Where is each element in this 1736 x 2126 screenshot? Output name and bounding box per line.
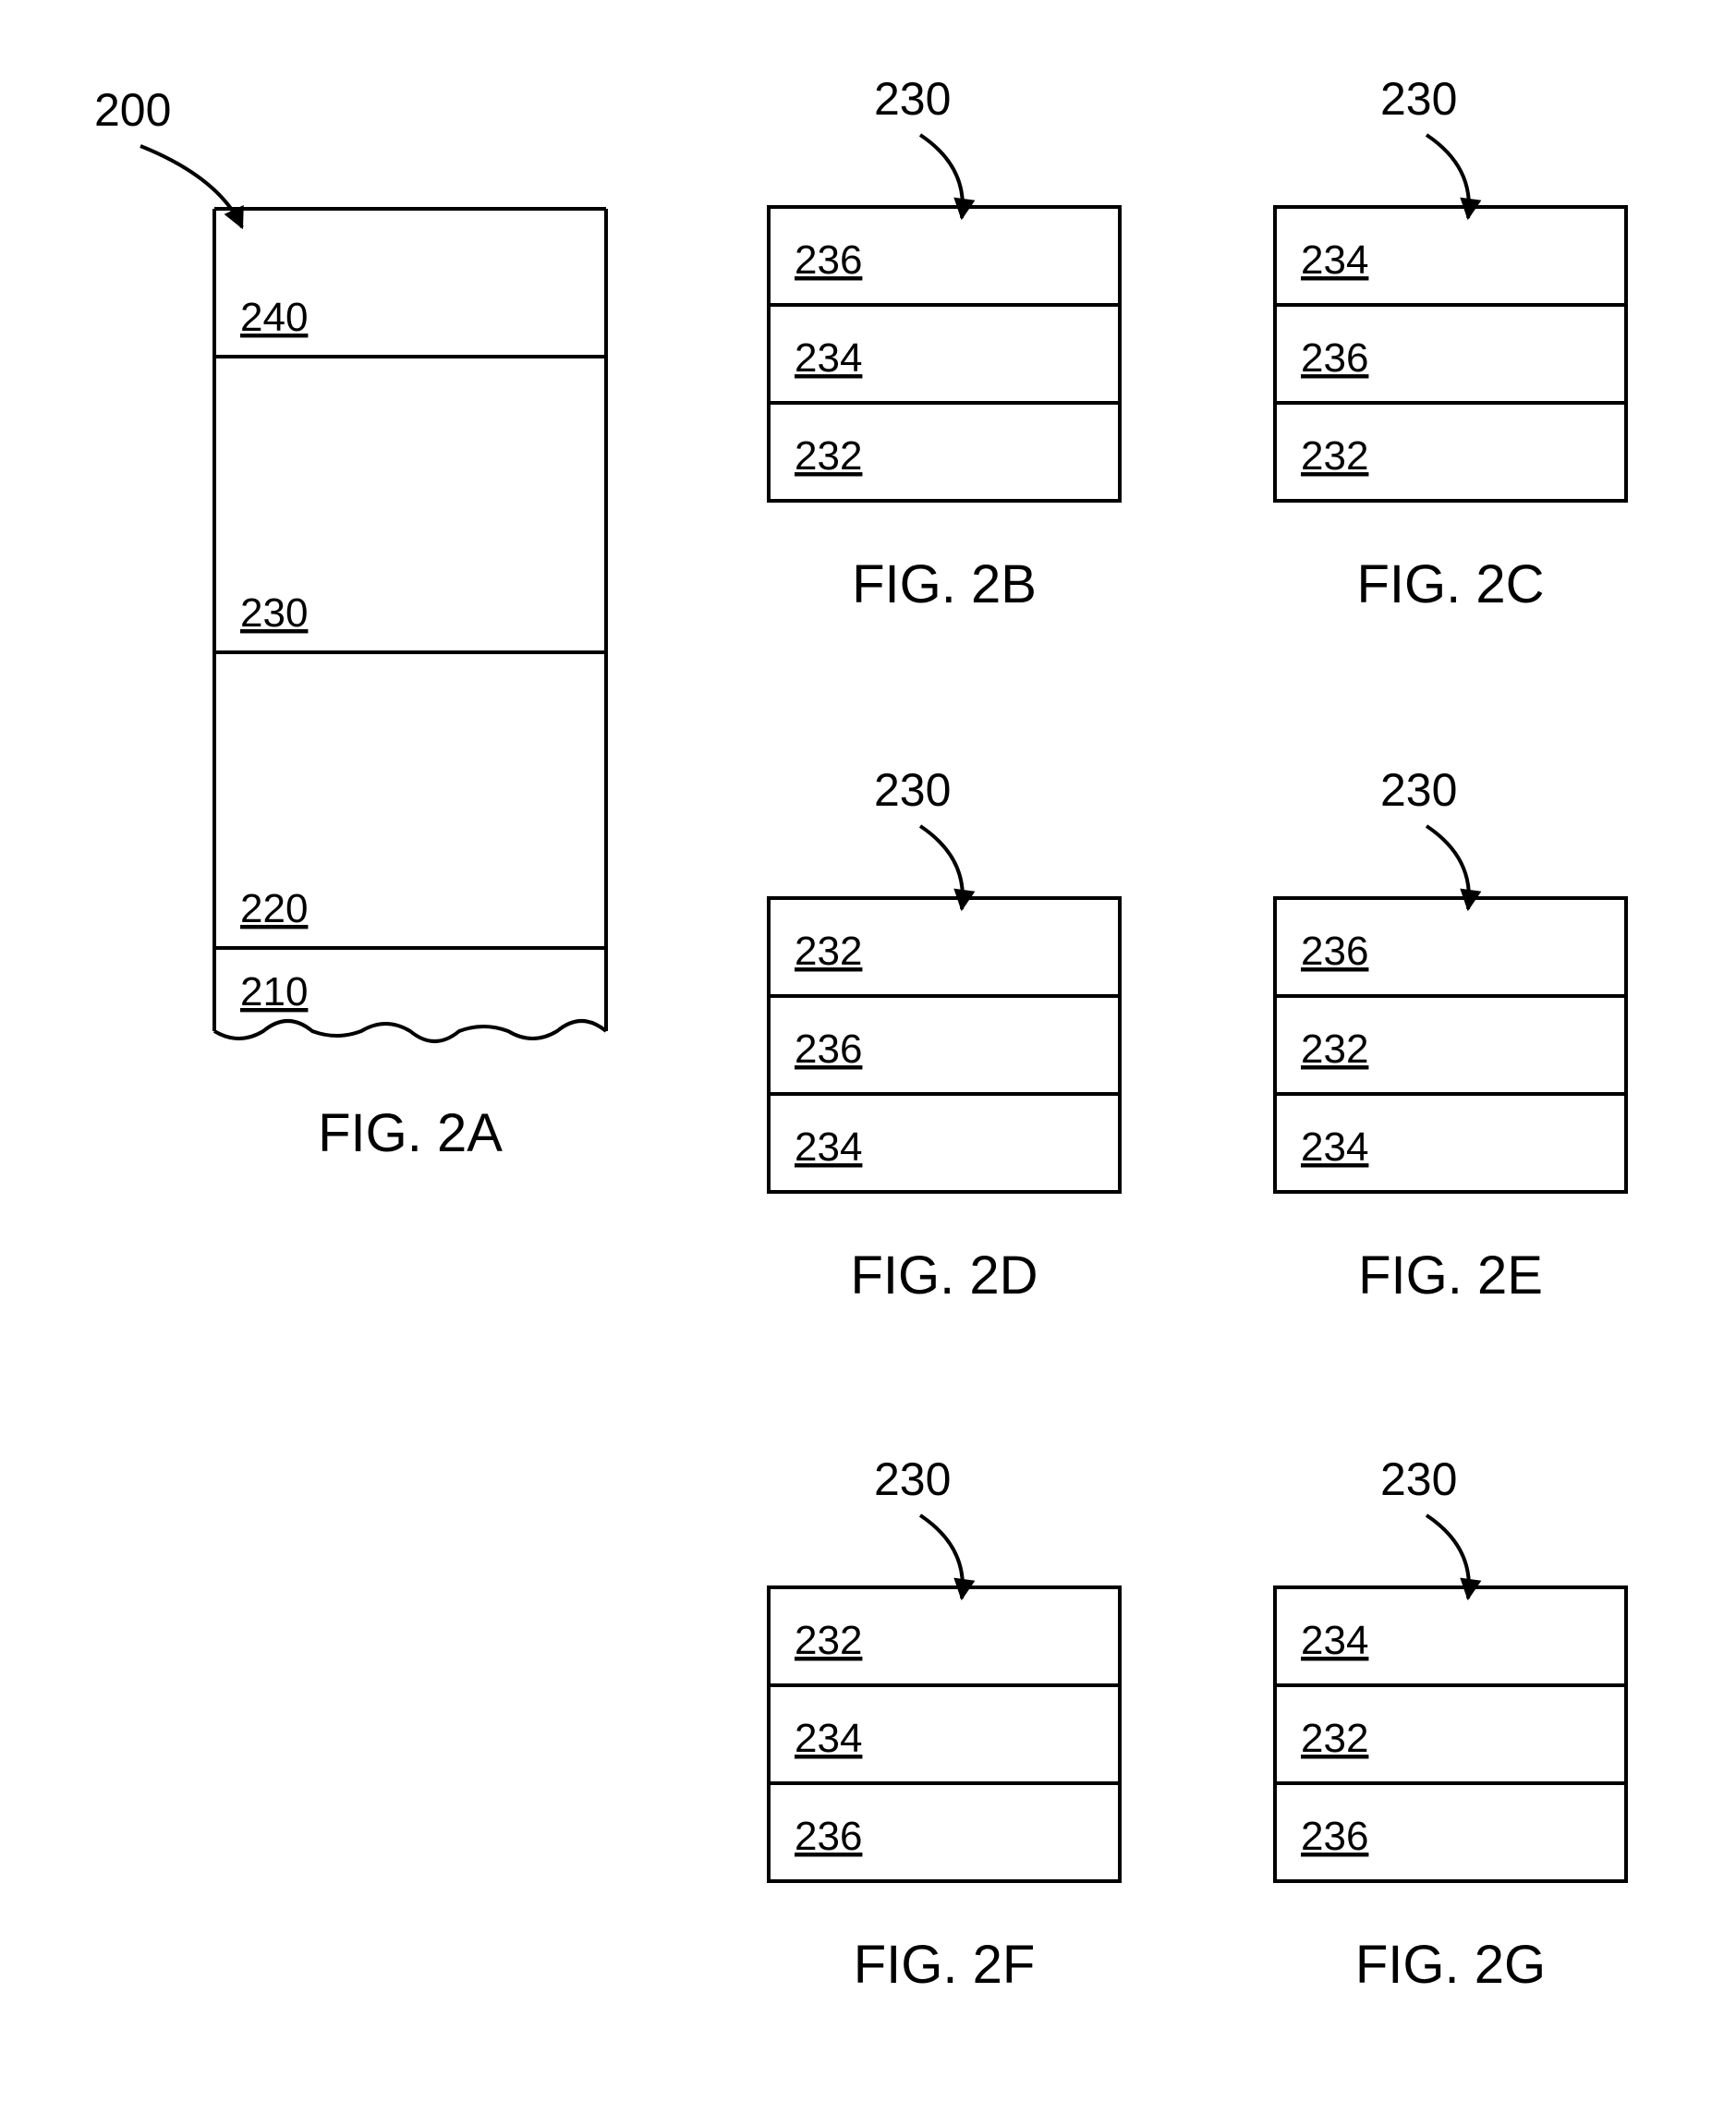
layer-label: 234 xyxy=(795,335,862,381)
layer-label: 234 xyxy=(1301,1124,1368,1170)
pointer-label: 230 xyxy=(1380,73,1457,125)
figA-rough-bottom xyxy=(214,1021,606,1041)
layer-label: 236 xyxy=(795,1027,862,1072)
layer-label: 232 xyxy=(1301,1027,1368,1072)
layer-label: 210 xyxy=(240,969,308,1014)
layer-label: 234 xyxy=(795,1716,862,1761)
layer-label: 236 xyxy=(795,237,862,283)
layer-label: 234 xyxy=(795,1124,862,1170)
small-fig-caption: FIG. 2C xyxy=(1356,554,1544,614)
small-fig-caption: FIG. 2G xyxy=(1355,1935,1546,1995)
layer-label: 234 xyxy=(1301,1618,1368,1663)
layer-label: 234 xyxy=(1301,237,1368,283)
layer-label: 232 xyxy=(795,929,862,974)
layer-label: 232 xyxy=(795,1618,862,1663)
layer-label: 232 xyxy=(1301,1716,1368,1761)
layer-label: 232 xyxy=(1301,433,1368,479)
layer-label: 236 xyxy=(795,1814,862,1859)
pointer-label: 230 xyxy=(1380,1453,1457,1505)
layer-label: 236 xyxy=(1301,335,1368,381)
pointer-label: 230 xyxy=(874,1453,951,1505)
layer-label: 232 xyxy=(795,433,862,479)
pointer-label: 230 xyxy=(1380,764,1457,816)
small-fig-caption: FIG. 2E xyxy=(1358,1245,1543,1306)
small-fig-caption: FIG. 2F xyxy=(854,1935,1036,1995)
layer-label: 236 xyxy=(1301,929,1368,974)
layer-label: 230 xyxy=(240,590,308,636)
layer-label: 220 xyxy=(240,886,308,931)
pointer-label: 230 xyxy=(874,764,951,816)
layer-label: 236 xyxy=(1301,1814,1368,1859)
figA-caption: FIG. 2A xyxy=(318,1103,503,1163)
layer-label: 240 xyxy=(240,295,308,340)
pointer-label: 200 xyxy=(94,84,171,136)
small-fig-caption: FIG. 2D xyxy=(850,1245,1038,1306)
pointer-label: 230 xyxy=(874,73,951,125)
pointer-arrow xyxy=(140,146,242,227)
small-fig-caption: FIG. 2B xyxy=(852,554,1037,614)
